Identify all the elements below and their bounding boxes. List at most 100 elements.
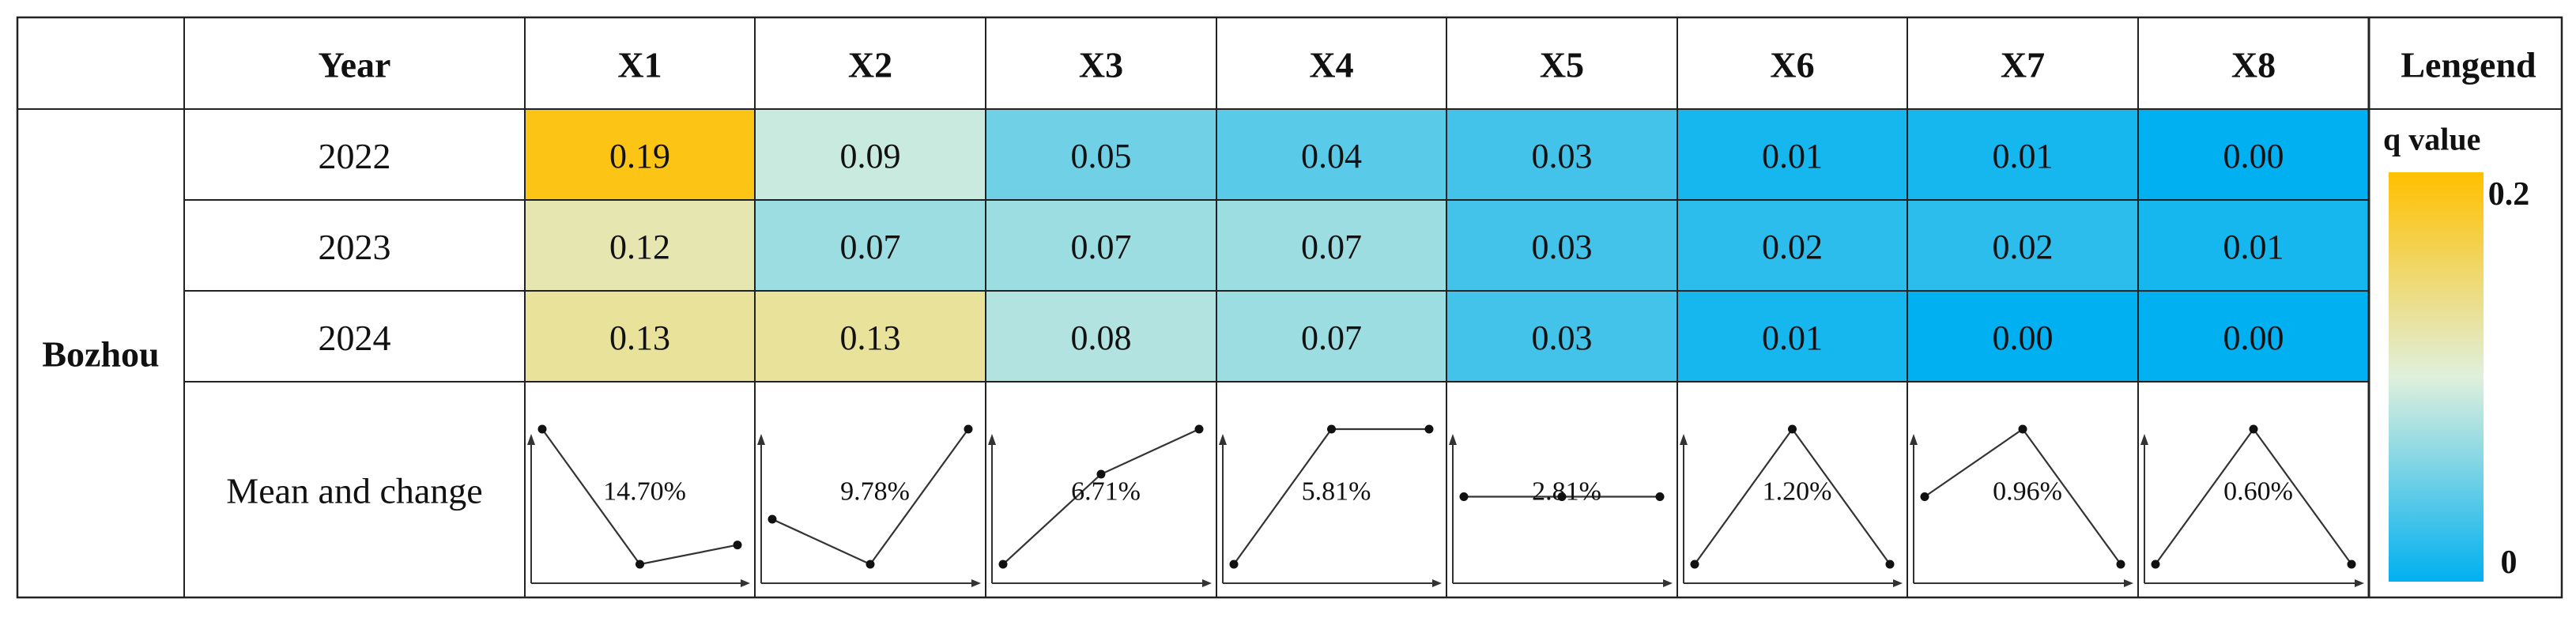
heatmap-cell: [525, 200, 755, 291]
sparkline-point: [1327, 424, 1336, 434]
sparkline-y-arrow: [527, 434, 535, 445]
legend-min-label: 0: [2501, 545, 2518, 581]
cell-value-label: 0.01: [1762, 318, 1823, 357]
sparkline-point: [1096, 469, 1106, 479]
table-grid: [16, 16, 2563, 599]
column-header-x2: X2: [848, 45, 892, 85]
heatmap-cell: [1216, 200, 1446, 291]
sparkline-point: [998, 560, 1008, 569]
sparkline-point: [636, 560, 644, 569]
cell-value-label: 0.13: [609, 318, 670, 357]
column-header-x3: X3: [1079, 45, 1123, 85]
heatmap-cell: [1677, 109, 1907, 200]
cell-value-label: 0.07: [1301, 228, 1362, 266]
cell-value-label: 0.00: [1993, 318, 2054, 357]
sparkline-point: [1557, 492, 1567, 501]
sparkline-point: [866, 560, 875, 569]
sparkline-point: [1885, 560, 1895, 569]
legend: [2389, 172, 2484, 582]
heatmap-cell: [525, 109, 755, 200]
heatmap-cell: [1216, 109, 1446, 200]
sparkline-point: [733, 541, 742, 550]
sparkline-x-arrow: [2355, 579, 2364, 587]
sparkline-y-arrow: [1449, 434, 1457, 445]
sparkline-point: [1788, 424, 1797, 434]
heatmap-cell: [1446, 291, 1677, 382]
sparkline-y-arrow: [1680, 434, 1688, 445]
sparkline-point: [2151, 560, 2160, 569]
table-texts: 0.19 0.09 0.05 0.04 0.03 0.01 0.01 0.00 2022 0.12…: [42, 45, 2536, 582]
mean-change-label: 1.20%: [1763, 477, 1832, 507]
cell-value-label: 0.03: [1532, 318, 1593, 357]
sparkline-point: [2347, 560, 2356, 569]
sparkline-point: [1920, 492, 1929, 501]
legend-title: q value: [2383, 122, 2480, 157]
heatmap-cell: [1907, 200, 2138, 291]
sparkline-point: [2116, 560, 2125, 569]
sparkline-point: [537, 424, 547, 434]
mean-change-label: 0.96%: [1993, 477, 2062, 507]
heatmap-cell: [1677, 200, 1907, 291]
mean-change-label: 0.60%: [2223, 477, 2293, 507]
sparkline-y-arrow: [988, 434, 996, 445]
heatmap-cell: [755, 109, 986, 200]
sparkline-point: [1690, 560, 1699, 569]
cell-value-label: 0.13: [840, 318, 901, 357]
heatmap-cell: [2138, 109, 2369, 200]
cell-value-label: 0.12: [609, 228, 670, 266]
heatmap-cell: [525, 291, 755, 382]
mean-row-label: Mean and change: [226, 471, 482, 511]
mean-change-label: 6.71%: [1071, 477, 1141, 507]
column-header-x4: X4: [1309, 45, 1353, 85]
cell-value-label: 0.03: [1532, 137, 1593, 175]
legend-column-header: Lengend: [2401, 45, 2536, 85]
sparkline-point: [1655, 492, 1665, 501]
column-header-x8: X8: [2231, 45, 2276, 85]
sparkline-x-arrow: [741, 579, 750, 587]
heatmap-cell: [1907, 109, 2138, 200]
heatmap-cell: [1677, 291, 1907, 382]
sparkline-point: [1424, 424, 1434, 434]
column-header-x1: X1: [617, 45, 662, 85]
sparkline-y-arrow: [1910, 434, 1918, 445]
row-group-label: Bozhou: [42, 334, 159, 375]
cell-value-label: 0.07: [840, 228, 901, 266]
cell-value-label: 0.00: [2223, 137, 2284, 175]
cell-value-label: 0.19: [609, 137, 670, 175]
heatmap-cell: [755, 200, 986, 291]
cell-value-label: 0.07: [1301, 318, 1362, 357]
legend-max-label: 0.2: [2488, 176, 2530, 213]
sparkline-point: [1229, 560, 1239, 569]
cell-value-label: 0.08: [1071, 318, 1132, 357]
mean-change-label: 5.81%: [1302, 477, 1371, 507]
sparkline-point: [1194, 424, 1204, 434]
heatmap-cell: [1216, 291, 1446, 382]
cell-value-label: 0.07: [1071, 228, 1132, 266]
sparkline-point: [2018, 424, 2027, 434]
sparkline-y-arrow: [757, 434, 765, 445]
sparkline-x-arrow: [1663, 579, 1673, 587]
heatmap-cell: [2138, 291, 2369, 382]
sparkline-point: [964, 424, 973, 434]
column-header-x6: X6: [1770, 45, 1814, 85]
column-header-x7: X7: [2001, 45, 2045, 85]
year-column-header: Year: [319, 45, 391, 85]
sparkline-point: [2249, 424, 2258, 434]
mean-change-label: 9.78%: [840, 477, 910, 507]
sparkline-x-arrow: [1432, 579, 1442, 587]
heatmap-cell: [1907, 291, 2138, 382]
sparkline-x-arrow: [2124, 579, 2133, 587]
heatmap-cell: [986, 200, 1216, 291]
cell-value-label: 0.09: [840, 137, 901, 175]
sparklines: [527, 424, 2364, 587]
mean-change-label: 14.70%: [603, 477, 686, 507]
cell-value-label: 0.01: [1993, 137, 2054, 175]
sparkline-y-arrow: [1219, 434, 1227, 445]
heatmap-cell: [986, 109, 1216, 200]
heatmap-cell: [755, 291, 986, 382]
cell-value-label: 0.03: [1532, 228, 1593, 266]
year-label: 2023: [319, 227, 391, 267]
sparkline-x-arrow: [1202, 579, 1212, 587]
sparkline-x-arrow: [1893, 579, 1903, 587]
